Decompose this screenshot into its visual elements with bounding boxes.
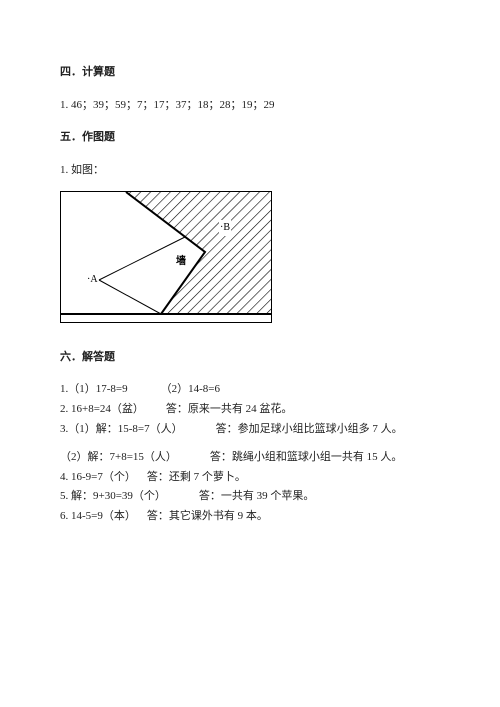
- section-6-line-2: 3.（1）解：15-8=7（人） 答：参加足球小组比篮球小组多 7 人。: [60, 420, 440, 440]
- section-6-line-4: （2）解：7+8=15（人） 答：跳绳小组和篮球小组一共有 15 人。: [60, 448, 440, 468]
- section-6-line-6: 5. 解：9+30=39（个） 答：一共有 39 个苹果。: [60, 487, 440, 507]
- wall-label: 墙: [176, 254, 186, 270]
- section-6-line-7: 6. 14-5=9（本） 答：其它课外书有 9 本。: [60, 507, 440, 527]
- section-6-title: 六．解答题: [60, 349, 440, 367]
- section-5-title: 五．作图题: [60, 129, 440, 147]
- section-6-line-0: 1.（1）17-8=9 （2）14-8=6: [60, 380, 440, 400]
- section-4-title: 四．计算题: [60, 64, 440, 82]
- figure-svg: [61, 192, 271, 322]
- point-a-label: ·A: [87, 272, 98, 288]
- section-4-q1: 1. 46；39；59；7；17；37；18；28；19；29: [60, 96, 440, 116]
- section-6-line-3: [60, 440, 440, 448]
- section-6-line-1: 2. 16+8=24（盆） 答：原来一共有 24 盆花。: [60, 400, 440, 420]
- drawing-figure: ·A ·B 墙: [60, 191, 272, 323]
- page: 四．计算题 1. 46；39；59；7；17；37；18；28；19；29 五．…: [0, 0, 500, 527]
- point-b-label: ·B: [219, 220, 231, 236]
- section-6-line-5: 4. 16-9=7（个） 答：还剩 7 个萝卜。: [60, 468, 440, 488]
- section-5-q1: 1. 如图：: [60, 161, 440, 181]
